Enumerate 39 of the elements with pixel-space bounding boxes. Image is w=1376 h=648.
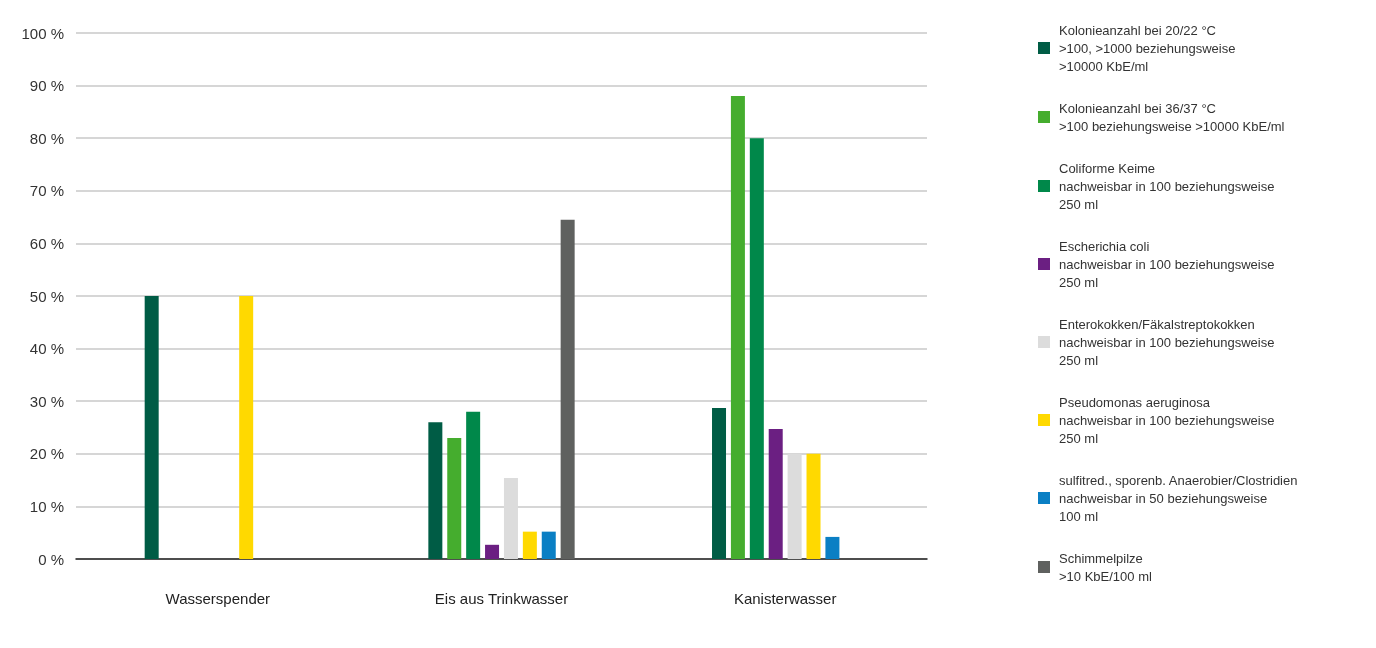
- bar: [239, 296, 254, 559]
- bar: [560, 219, 575, 559]
- legend-label: Coliforme Keime nachweisbar in 100 beziehungsweise 250 ml: [1059, 160, 1275, 212]
- bar: [485, 544, 500, 559]
- y-tick-label: 10 %: [29, 497, 64, 515]
- y-tick-label: 30 %: [29, 392, 64, 410]
- bar: [466, 411, 481, 559]
- legend-label: Schimmelpilze >10 KbE/100 ml: [1059, 550, 1152, 584]
- bar: [144, 296, 159, 559]
- bar: [447, 438, 462, 559]
- bar: [825, 536, 840, 559]
- x-tick-label: Kanisterwasser: [733, 590, 837, 607]
- x-tick-label: Wasserspender: [165, 590, 271, 607]
- bar: [730, 96, 745, 559]
- bar: [522, 531, 537, 559]
- bar: [787, 453, 802, 559]
- legend-label: Kolonieanzahl bei 36/37 °C >100 beziehungsweise >10000 KbE/ml: [1059, 100, 1285, 134]
- bar: [749, 138, 764, 559]
- y-tick-label: 40 %: [29, 340, 64, 358]
- y-tick-label: 50 %: [29, 287, 64, 305]
- x-tick-label: Eis aus Trinkwasser: [434, 590, 569, 607]
- legend-label: Kolonieanzahl bei 20/22 °C >100, >1000 beziehungsweise >10000 KbE/ml: [1059, 22, 1236, 74]
- bar: [503, 478, 518, 559]
- legend-label: sulfitred., sporenb. Anaerobier/Clostridien nachweisbar in 50 beziehungsweise 100 ml: [1059, 472, 1298, 524]
- y-tick-label: 90 %: [29, 77, 64, 95]
- y-tick-label: 70 %: [29, 182, 64, 200]
- y-tick-label: 100 %: [21, 24, 64, 42]
- y-tick-label: 80 %: [29, 129, 64, 147]
- legend-label: Enterokokken/Fäkalstreptokokken nachweisbar in 100 beziehungsweise 250 ml: [1059, 316, 1275, 368]
- legend-label: Escherichia coli nachweisbar in 100 beziehungsweise 250 ml: [1059, 238, 1275, 290]
- bar: [806, 453, 821, 559]
- y-tick-label: 60 %: [29, 234, 64, 252]
- y-tick-label: 20 %: [29, 445, 64, 463]
- bar: [541, 531, 556, 559]
- y-tick-label: 0 %: [38, 550, 64, 568]
- legend-label: Pseudomonas aeruginosa nachweisbar in 100 beziehungsweise 250 ml: [1059, 394, 1275, 446]
- bar: [768, 429, 783, 559]
- bar: [428, 422, 443, 559]
- bar: [712, 408, 727, 559]
